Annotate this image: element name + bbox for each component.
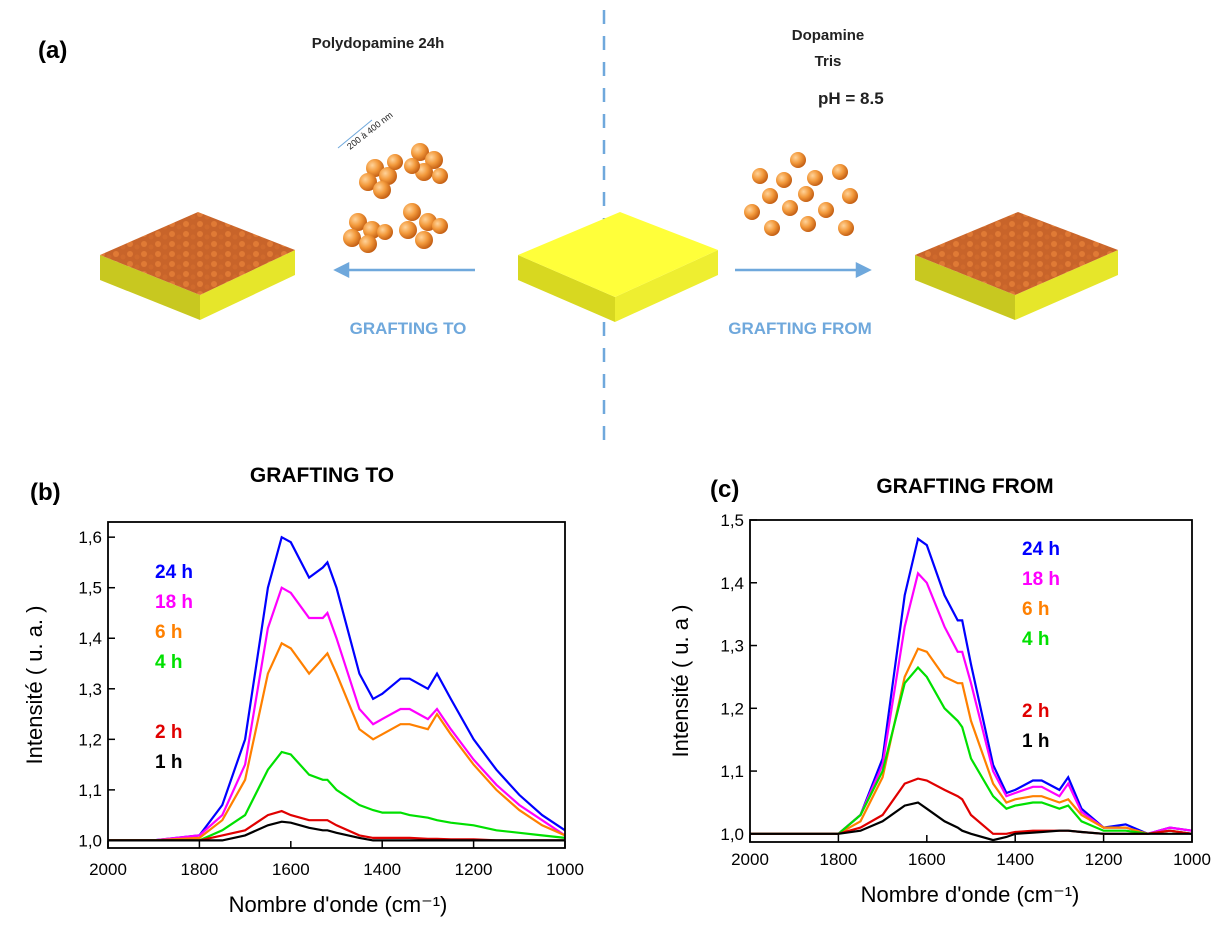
y-tick-label: 1,2	[78, 730, 102, 749]
diagram-text: 200 à 400 nm	[345, 110, 395, 152]
legend-entry: 18 h	[155, 592, 193, 613]
y-tick-label: 1,0	[78, 831, 102, 850]
spectrum-line	[108, 586, 566, 842]
spectrum-line	[108, 820, 565, 842]
x-tick-label: 2000	[89, 860, 127, 879]
legend-entry: 2 h	[1022, 701, 1049, 722]
x-tick-label: 1800	[180, 860, 218, 879]
slab-left	[100, 212, 295, 320]
y-tick-label: 1,1	[78, 781, 102, 800]
panel-label: (c)	[710, 476, 739, 503]
y-tick-label: 1,4	[78, 629, 102, 648]
particles	[343, 143, 858, 253]
spectrum-line	[750, 647, 1193, 835]
y-tick-label: 1,6	[78, 528, 102, 547]
y-tick-label: 1,5	[78, 579, 102, 598]
y-tick-label: 1,3	[720, 637, 744, 656]
legend-entry: 4 h	[1022, 629, 1049, 650]
slab-right	[915, 212, 1118, 320]
diagram-text: Dopamine	[792, 27, 865, 44]
legend-entry: 1 h	[155, 752, 182, 773]
spectrum-line	[108, 809, 565, 842]
panel-label: (b)	[30, 479, 61, 506]
x-axis-label: Nombre d'onde (cm⁻¹)	[861, 882, 1080, 907]
panel-label: (a)	[38, 37, 67, 64]
x-tick-label: 1200	[1085, 850, 1123, 869]
x-tick-label: 1200	[455, 860, 493, 879]
y-tick-label: 1,1	[720, 762, 744, 781]
diagram-text: Polydopamine 24h	[312, 35, 445, 52]
spectrum-line	[108, 641, 566, 842]
y-tick-label: 1,2	[720, 699, 744, 718]
legend-entry: 6 h	[1022, 599, 1049, 620]
chart-title: GRAFTING FROM	[876, 475, 1053, 498]
spectrum-line	[750, 571, 1193, 835]
spectrum-line	[108, 535, 566, 842]
y-axis-label: Intensité ( u. a. )	[22, 606, 47, 765]
x-tick-label: 1400	[363, 860, 401, 879]
legend-entry: 6 h	[155, 622, 182, 643]
plot-frame	[749, 519, 1193, 843]
y-tick-label: 1,0	[720, 825, 744, 844]
x-tick-label: 1600	[272, 860, 310, 879]
y-tick-label: 1,4	[720, 574, 744, 593]
diagram-text: Tris	[815, 53, 842, 70]
x-axis-label: Nombre d'onde (cm⁻¹)	[229, 892, 448, 917]
legend-entry: 1 h	[1022, 731, 1049, 752]
arrow-label: GRAFTING FROM	[728, 319, 872, 338]
x-tick-label: 1600	[908, 850, 946, 869]
plot-frame	[107, 521, 566, 849]
legend-entry: 24 h	[1022, 539, 1060, 560]
legend-entry: 18 h	[1022, 569, 1060, 590]
arrow-label: GRAFTING TO	[350, 319, 467, 338]
panel-a: (a) Polydopamine 24h 200 à 400 nm Dopami…	[38, 10, 1118, 440]
diagram-text: pH = 8.5	[818, 89, 884, 108]
x-tick-label: 1800	[819, 850, 857, 869]
x-tick-label: 2000	[731, 850, 769, 869]
legend-entry: 4 h	[155, 652, 182, 673]
chart-title: GRAFTING TO	[250, 464, 394, 487]
spectrum-line	[750, 665, 1193, 835]
spectrum-line	[750, 801, 1192, 842]
legend-entry: 2 h	[155, 722, 182, 743]
slab-center	[518, 212, 718, 322]
y-tick-label: 1,3	[78, 680, 102, 699]
y-axis-label: Intensité ( u. a )	[668, 605, 693, 758]
arrows	[333, 261, 872, 279]
size-arrow	[337, 119, 373, 149]
spectrum-line	[108, 750, 566, 842]
legend-entry: 24 h	[155, 562, 193, 583]
y-tick-label: 1,5	[720, 511, 744, 530]
x-tick-label: 1000	[546, 860, 584, 879]
x-tick-label: 1000	[1173, 850, 1211, 869]
x-tick-label: 1400	[996, 850, 1034, 869]
